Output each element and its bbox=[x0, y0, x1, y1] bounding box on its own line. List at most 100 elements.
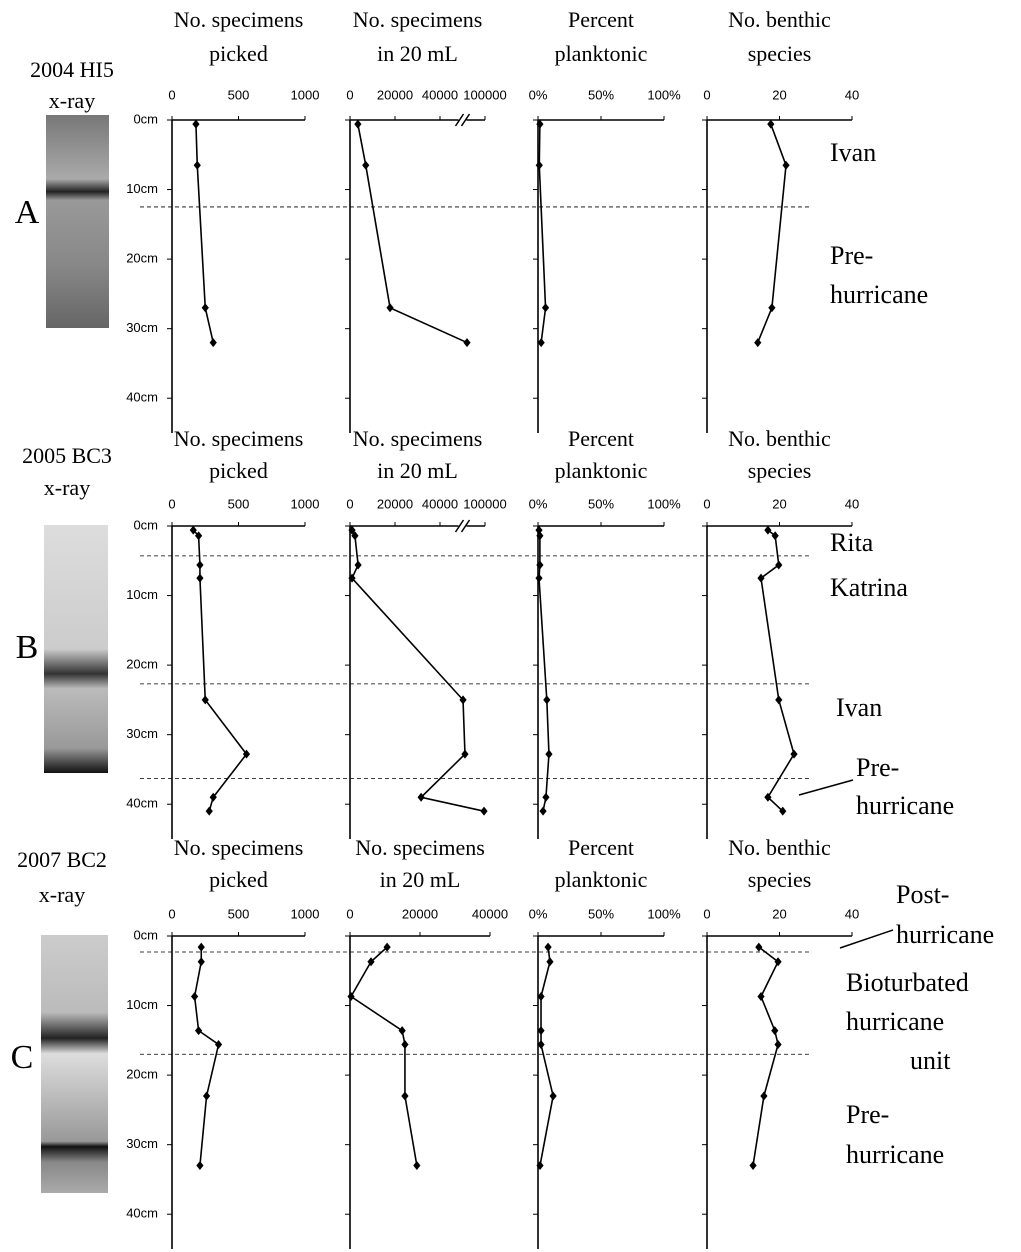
x-tick-label: 500 bbox=[228, 87, 250, 102]
data-point bbox=[760, 1091, 768, 1101]
data-point bbox=[195, 531, 203, 541]
panel-letter: C bbox=[11, 1039, 34, 1076]
data-point bbox=[544, 942, 552, 952]
axis-break bbox=[460, 519, 471, 533]
x-tick-label: 0 bbox=[168, 906, 175, 921]
data-point bbox=[535, 573, 543, 583]
axis-break bbox=[460, 113, 471, 127]
x-tick-label: 0 bbox=[703, 87, 710, 102]
x-tick-label: 100000 bbox=[463, 87, 506, 102]
data-point bbox=[354, 119, 362, 129]
panel-title: picked bbox=[209, 41, 268, 66]
data-point bbox=[774, 957, 782, 967]
data-line bbox=[538, 530, 550, 812]
panel-letter: A bbox=[15, 194, 40, 231]
data-point bbox=[214, 1040, 223, 1050]
data-point bbox=[351, 531, 359, 541]
data-point bbox=[354, 560, 362, 570]
x-tick-label: 40 bbox=[845, 87, 859, 102]
annotation: Pre- bbox=[830, 241, 873, 270]
annotation: hurricane bbox=[846, 1140, 944, 1169]
data-point bbox=[542, 792, 550, 802]
data-point bbox=[202, 1091, 211, 1101]
data-point bbox=[537, 992, 545, 1002]
y-tick-label: 30cm bbox=[126, 726, 158, 741]
data-point bbox=[768, 303, 776, 313]
axis-break bbox=[454, 113, 465, 127]
data-point bbox=[192, 119, 200, 129]
data-line bbox=[757, 123, 787, 343]
data-point bbox=[779, 806, 787, 816]
y-tick-label: 40cm bbox=[126, 1206, 158, 1221]
data-point bbox=[782, 160, 790, 170]
data-point bbox=[771, 1026, 779, 1036]
data-point bbox=[757, 992, 765, 1002]
y-tick-label: 30cm bbox=[126, 320, 158, 335]
x-tick-label: 0 bbox=[168, 496, 175, 511]
data-point bbox=[401, 1040, 409, 1050]
x-tick-label: 40 bbox=[845, 496, 859, 511]
data-point bbox=[790, 749, 798, 759]
y-tick-label: 0cm bbox=[133, 111, 158, 126]
x-tick-label: 50% bbox=[588, 496, 614, 511]
annotation: hurricane bbox=[846, 1007, 944, 1036]
panel-title: No. benthic bbox=[728, 426, 831, 451]
data-point bbox=[757, 573, 765, 583]
data-point bbox=[535, 160, 543, 170]
panel-title: species bbox=[748, 867, 812, 892]
annotation: hurricane bbox=[856, 791, 954, 820]
y-tick-label: 10cm bbox=[126, 587, 158, 602]
core-subtitle: x-ray bbox=[44, 475, 90, 500]
data-point bbox=[536, 1161, 544, 1171]
data-line bbox=[357, 124, 468, 344]
data-point bbox=[209, 338, 217, 348]
panel-title: in 20 mL bbox=[380, 867, 461, 892]
x-tick-label: 500 bbox=[228, 906, 250, 921]
data-point bbox=[543, 695, 551, 705]
data-point bbox=[417, 792, 425, 802]
x-tick-label: 40 bbox=[845, 906, 859, 921]
panel-title: Percent bbox=[568, 7, 634, 32]
y-tick-label: 0cm bbox=[133, 517, 158, 532]
data-point bbox=[362, 160, 370, 170]
data-point bbox=[189, 525, 197, 535]
data-point bbox=[197, 942, 205, 952]
data-point bbox=[774, 1040, 782, 1050]
panel-title: No. specimens bbox=[174, 426, 304, 451]
x-tick-label: 20 bbox=[772, 496, 786, 511]
data-point bbox=[536, 119, 544, 129]
core-subtitle: x-ray bbox=[39, 882, 85, 907]
data-point bbox=[386, 303, 394, 313]
panel-title: picked bbox=[209, 867, 268, 892]
data-point bbox=[767, 119, 775, 129]
panel-letter: B bbox=[16, 629, 39, 666]
data-point bbox=[201, 303, 209, 313]
x-tick-label: 0 bbox=[346, 496, 353, 511]
x-tick-label: 0% bbox=[529, 496, 548, 511]
data-point bbox=[749, 1161, 757, 1171]
x-tick-label: 0 bbox=[703, 906, 710, 921]
axis-break bbox=[454, 519, 465, 533]
data-point bbox=[209, 792, 217, 802]
panel-title: picked bbox=[209, 458, 268, 483]
data-line bbox=[351, 529, 485, 812]
x-tick-label: 50% bbox=[588, 906, 614, 921]
data-point bbox=[764, 792, 772, 802]
data-point bbox=[459, 695, 467, 705]
y-tick-label: 0cm bbox=[133, 927, 158, 942]
data-point bbox=[413, 1161, 421, 1171]
data-point bbox=[196, 1161, 204, 1171]
data-point bbox=[537, 1026, 545, 1036]
annotation: Ivan bbox=[830, 138, 876, 167]
core-title: 2007 BC2 bbox=[17, 847, 107, 872]
xray-image bbox=[44, 525, 108, 773]
data-point bbox=[537, 1040, 545, 1050]
y-tick-label: 30cm bbox=[126, 1136, 158, 1151]
x-tick-label: 100% bbox=[647, 87, 681, 102]
panel-title: in 20 mL bbox=[377, 458, 458, 483]
panel-title: Percent bbox=[568, 426, 634, 451]
data-point bbox=[536, 531, 544, 541]
data-line bbox=[349, 946, 418, 1166]
data-point bbox=[461, 749, 469, 759]
x-tick-label: 20000 bbox=[402, 906, 438, 921]
